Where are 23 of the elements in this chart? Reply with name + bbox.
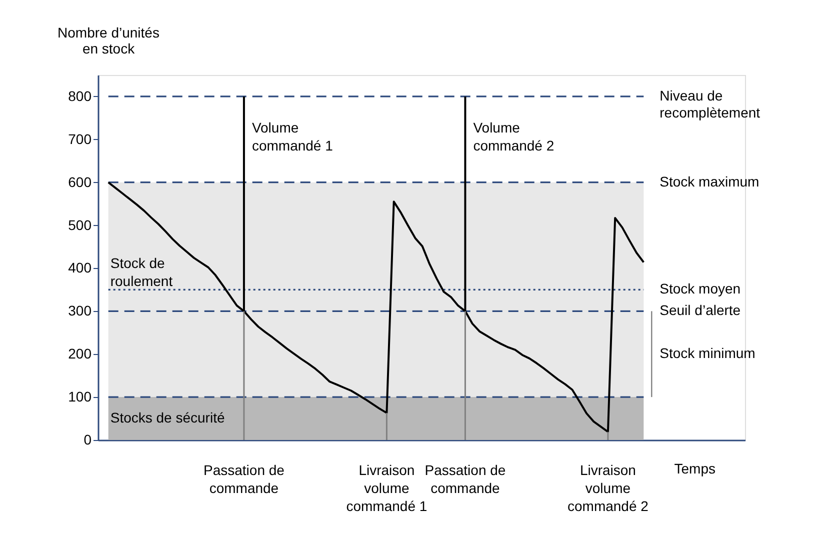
ref-line-label: Stock maximum	[660, 173, 760, 190]
band-label: Stocks de sécurité	[110, 410, 225, 426]
band-label: Stock de roulement	[110, 254, 173, 289]
y-tick-label: 800	[68, 88, 92, 104]
text: Stock minimum	[660, 345, 756, 362]
y-tick-label: 200	[68, 346, 92, 362]
x-tick-label: Passation de commande	[203, 462, 285, 496]
x-tick-label: Livraison volume commandé 2	[567, 462, 649, 514]
ref-line-label: Stock moyen	[660, 280, 741, 297]
x-tick-label: Passation de commande	[424, 462, 506, 496]
annotation: Volume commandé 1	[252, 120, 334, 154]
ref-line-label: Seuil d’alerte	[660, 302, 741, 318]
y-tick-label: 0	[84, 432, 92, 448]
y-axis-title: Nombre d’unités en stock	[58, 24, 160, 56]
y-tick-label: 600	[68, 174, 92, 190]
y-tick-label: 100	[68, 388, 92, 405]
ref-line-label: Niveau de recomplètement	[660, 87, 760, 120]
y-tick-label: 700	[68, 130, 92, 147]
y-tick-label: 400	[68, 260, 92, 276]
x-axis-title: Temps	[674, 460, 716, 476]
y-tick-label: 300	[68, 302, 92, 319]
annotation: Volume commandé 2	[473, 120, 554, 154]
y-tick-label: 500	[68, 216, 92, 233]
